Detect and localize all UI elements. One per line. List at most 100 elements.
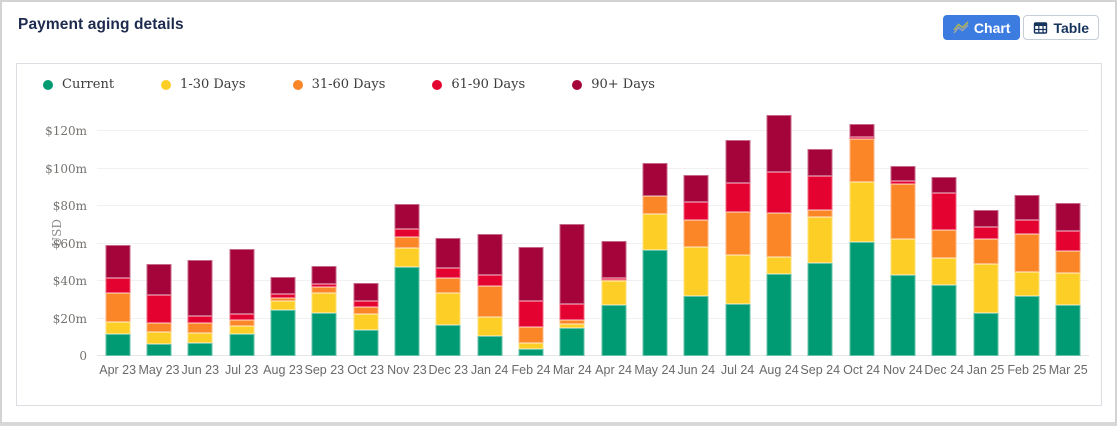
stacked-bar-oct-24[interactable] <box>849 124 875 356</box>
stacked-bar-nov-24[interactable] <box>890 165 916 356</box>
bar-segment-31-60-days[interactable] <box>394 236 420 249</box>
bar-segment-current[interactable] <box>601 305 627 356</box>
bar-segment-90-days[interactable] <box>766 115 792 173</box>
bar-segment-current[interactable] <box>766 273 792 356</box>
bar-segment-current[interactable] <box>477 336 503 356</box>
bar-segment-90-days[interactable] <box>353 282 379 301</box>
stacked-bar-jan-25[interactable] <box>973 209 999 356</box>
bar-segment-90-days[interactable] <box>311 266 337 284</box>
bar-segment-1-30-days[interactable] <box>105 322 131 334</box>
stacked-bar-feb-24[interactable] <box>518 247 544 356</box>
bar-segment-61-90-days[interactable] <box>353 300 379 308</box>
bar-segment-31-60-days[interactable] <box>725 211 751 255</box>
bar-segment-current[interactable] <box>725 304 751 356</box>
bar-segment-current[interactable] <box>1055 305 1081 356</box>
bar-segment-current[interactable] <box>146 343 172 356</box>
bar-segment-31-60-days[interactable] <box>559 320 585 325</box>
bar-segment-90-days[interactable] <box>146 264 172 296</box>
bar-segment-61-90-days[interactable] <box>477 275 503 286</box>
bar-segment-31-60-days[interactable] <box>766 212 792 257</box>
bar-segment-31-60-days[interactable] <box>931 230 957 258</box>
bar-segment-current[interactable] <box>105 333 131 356</box>
bar-segment-61-90-days[interactable] <box>931 192 957 231</box>
bar-segment-31-60-days[interactable] <box>807 209 833 218</box>
bar-segment-31-60-days[interactable] <box>353 307 379 314</box>
stacked-bar-may-24[interactable] <box>642 162 668 356</box>
bar-segment-current[interactable] <box>890 275 916 356</box>
bar-segment-31-60-days[interactable] <box>849 139 875 182</box>
bar-segment-90-days[interactable] <box>849 124 875 137</box>
bar-segment-31-60-days[interactable] <box>270 297 296 301</box>
bar-segment-1-30-days[interactable] <box>766 256 792 274</box>
bar-segment-1-30-days[interactable] <box>435 293 461 326</box>
bar-segment-90-days[interactable] <box>1014 194 1040 221</box>
bar-segment-1-30-days[interactable] <box>559 324 585 328</box>
stacked-bar-mar-25[interactable] <box>1055 203 1081 356</box>
bar-segment-61-90-days[interactable] <box>973 226 999 239</box>
stacked-bar-jun-24[interactable] <box>683 175 709 356</box>
bar-segment-90-days[interactable] <box>890 165 916 181</box>
bar-segment-1-30-days[interactable] <box>353 313 379 330</box>
stacked-bar-jul-23[interactable] <box>229 249 255 356</box>
legend-item-1-30-days[interactable]: 1-30 Days <box>161 77 246 92</box>
bar-segment-61-90-days[interactable] <box>187 315 213 324</box>
stacked-bar-feb-25[interactable] <box>1014 194 1040 356</box>
bar-segment-1-30-days[interactable] <box>518 342 544 349</box>
bar-segment-90-days[interactable] <box>394 204 420 230</box>
stacked-bar-aug-23[interactable] <box>270 277 296 356</box>
stacked-bar-apr-23[interactable] <box>105 245 131 356</box>
bar-segment-90-days[interactable] <box>725 140 751 183</box>
bar-segment-31-60-days[interactable] <box>146 323 172 332</box>
bar-segment-1-30-days[interactable] <box>849 181 875 242</box>
bar-segment-31-60-days[interactable] <box>973 238 999 265</box>
bar-segment-current[interactable] <box>270 310 296 356</box>
bar-segment-90-days[interactable] <box>187 260 213 316</box>
bar-segment-31-60-days[interactable] <box>642 195 668 215</box>
bar-segment-61-90-days[interactable] <box>807 176 833 210</box>
stacked-bar-apr-24[interactable] <box>601 240 627 356</box>
bar-segment-61-90-days[interactable] <box>394 229 420 237</box>
stacked-bar-jul-24[interactable] <box>725 140 751 356</box>
stacked-bar-mar-24[interactable] <box>559 223 585 356</box>
bar-segment-61-90-days[interactable] <box>766 172 792 213</box>
bar-segment-90-days[interactable] <box>642 162 668 196</box>
bar-segment-61-90-days[interactable] <box>683 202 709 221</box>
bar-segment-61-90-days[interactable] <box>311 283 337 287</box>
bar-segment-61-90-days[interactable] <box>890 180 916 185</box>
bar-segment-current[interactable] <box>1014 296 1040 356</box>
bar-segment-90-days[interactable] <box>229 249 255 314</box>
bar-segment-61-90-days[interactable] <box>1014 220 1040 235</box>
bar-segment-31-60-days[interactable] <box>890 184 916 239</box>
bar-segment-31-60-days[interactable] <box>518 326 544 343</box>
bar-segment-1-30-days[interactable] <box>1014 271 1040 296</box>
bar-segment-61-90-days[interactable] <box>725 182 751 212</box>
bar-segment-61-90-days[interactable] <box>518 300 544 327</box>
bar-segment-61-90-days[interactable] <box>435 267 461 279</box>
stacked-bar-sep-23[interactable] <box>311 266 337 356</box>
bar-segment-61-90-days[interactable] <box>601 278 627 281</box>
bar-segment-1-30-days[interactable] <box>725 254 751 305</box>
stacked-bar-jan-24[interactable] <box>477 234 503 356</box>
bar-segment-1-30-days[interactable] <box>477 316 503 337</box>
bar-segment-current[interactable] <box>931 284 957 356</box>
bar-segment-90-days[interactable] <box>477 234 503 276</box>
bar-segment-current[interactable] <box>518 348 544 356</box>
bar-segment-31-60-days[interactable] <box>601 280 627 281</box>
bar-segment-1-30-days[interactable] <box>187 332 213 343</box>
bar-segment-1-30-days[interactable] <box>229 326 255 334</box>
bar-segment-31-60-days[interactable] <box>683 220 709 248</box>
legend-item-90-days[interactable]: 90+ Days <box>572 77 655 92</box>
table-view-button[interactable]: Table <box>1023 15 1099 40</box>
bar-segment-1-30-days[interactable] <box>1055 272 1081 306</box>
bar-segment-31-60-days[interactable] <box>1014 234 1040 272</box>
bar-segment-90-days[interactable] <box>1055 203 1081 232</box>
bar-segment-1-30-days[interactable] <box>394 248 420 267</box>
bar-segment-current[interactable] <box>435 325 461 356</box>
bar-segment-1-30-days[interactable] <box>973 264 999 313</box>
bar-segment-31-60-days[interactable] <box>477 285 503 317</box>
bar-segment-90-days[interactable] <box>518 247 544 301</box>
stacked-bar-dec-23[interactable] <box>435 237 461 356</box>
stacked-bar-jun-23[interactable] <box>187 260 213 356</box>
bar-segment-90-days[interactable] <box>973 209 999 227</box>
bar-segment-31-60-days[interactable] <box>105 293 131 323</box>
